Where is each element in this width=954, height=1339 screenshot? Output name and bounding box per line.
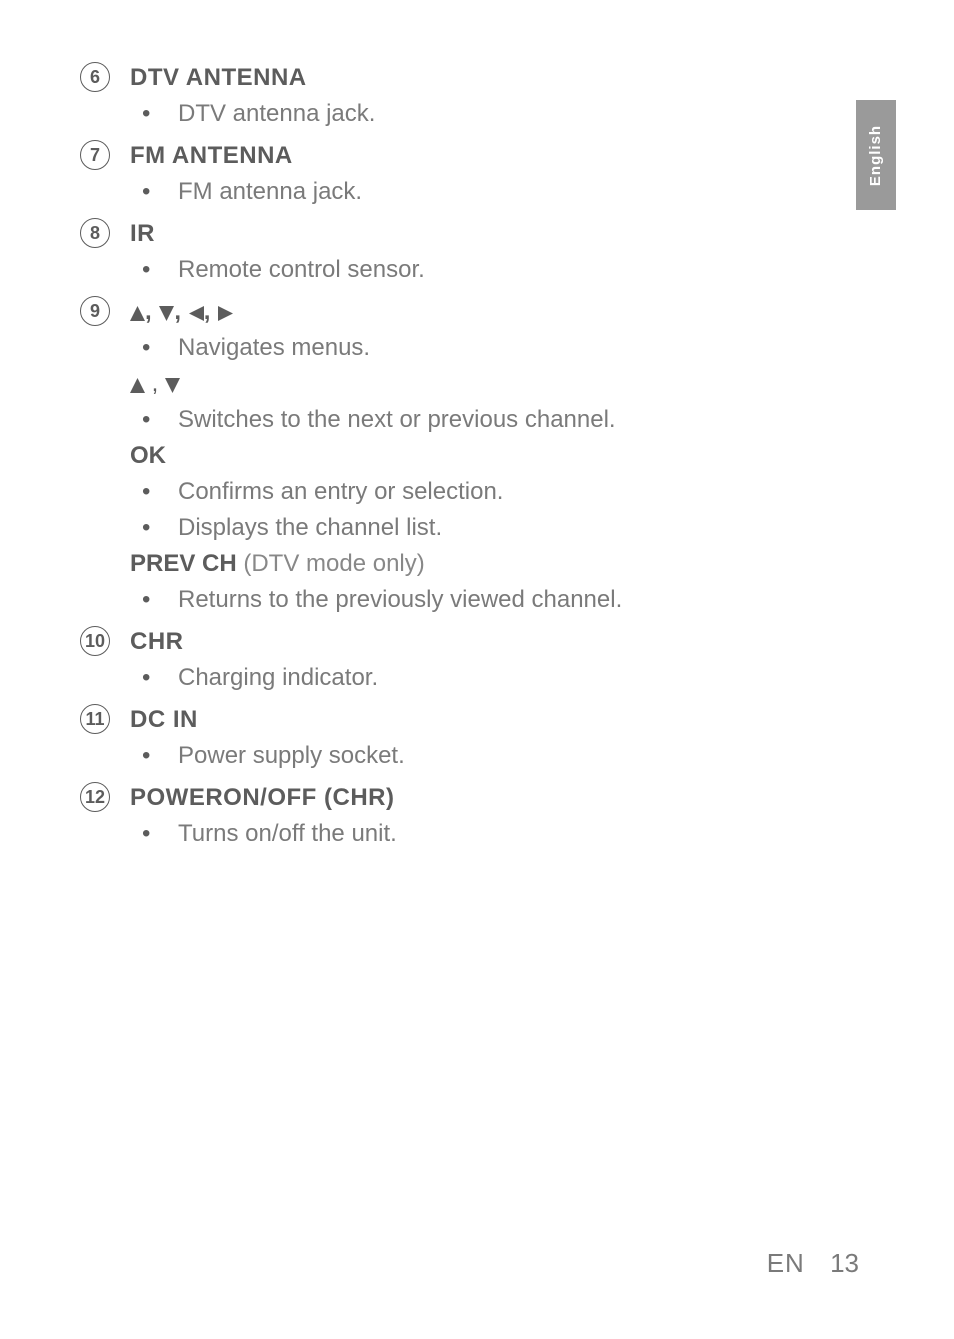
bullet-dot-icon: • [130,816,178,852]
list-item: 8 IR•Remote control sensor. [80,216,874,288]
item-number-badge: 11 [80,704,110,734]
bullet-row: •DTV antenna jack. [130,96,874,132]
bullet-text: Switches to the next or previous channel… [178,402,874,438]
arrow-d-icon [159,298,174,325]
bullet-text: DTV antenna jack. [178,96,874,132]
bullet-dot-icon: • [130,252,178,288]
bullet-text: Charging indicator. [178,660,874,696]
subheading-label: OK [130,442,166,469]
bullet-dot-icon: • [130,474,178,510]
list-item: 7 FM ANTENNA•FM antenna jack. [80,138,874,210]
item-body: CHR•Charging indicator. [130,624,874,696]
footer-lang: EN [767,1248,805,1278]
item-heading: , , , [130,294,874,330]
list-item: 6 DTV ANTENNA•DTV antenna jack. [80,60,874,132]
arrow-d-icon [165,370,180,397]
item-subheading: OK [130,438,874,474]
list-item: 10 CHR•Charging indicator. [80,624,874,696]
bullet-text: Navigates menus. [178,330,874,366]
item-number-badge: 12 [80,782,110,812]
item-heading: CHR [130,624,874,660]
bullet-dot-icon: • [130,738,178,774]
bullet-dot-icon: • [130,402,178,438]
item-subheading: , [130,366,874,402]
bullet-row: •Charging indicator. [130,660,874,696]
item-number-badge: 7 [80,140,110,170]
bullet-text: Confirms an entry or selection. [178,474,874,510]
list-item: 12 POWERON/OFF (CHR)•Turns on/off the uni… [80,780,874,852]
bullet-row: •Navigates menus. [130,330,874,366]
bullet-row: •FM antenna jack. [130,174,874,210]
page-footer: EN 13 [767,1248,859,1279]
bullet-row: •Switches to the next or previous channe… [130,402,874,438]
list-item: 11 DC IN•Power supply socket. [80,702,874,774]
arrow-u-icon [130,298,145,325]
bullet-dot-icon: • [130,174,178,210]
item-heading: DTV ANTENNA [130,60,874,96]
arrow-u-icon [130,370,145,397]
bullet-row: •Returns to the previously viewed channe… [130,582,874,618]
bullet-dot-icon: • [130,330,178,366]
item-body: DTV ANTENNA•DTV antenna jack. [130,60,874,132]
language-tab: English [856,100,896,210]
item-body: , , , •Navigates menus. , •Switches to t… [130,294,874,618]
item-heading: POWERON/OFF (CHR) [130,780,874,816]
item-body: DC IN•Power supply socket. [130,702,874,774]
subheading-note: (DTV mode only) [237,550,425,577]
bullet-row: •Remote control sensor. [130,252,874,288]
item-number-badge: 6 [80,62,110,92]
subheading-label: PREV CH [130,550,237,577]
item-body: IR•Remote control sensor. [130,216,874,288]
item-heading: FM ANTENNA [130,138,874,174]
arrow-r-icon [218,298,233,325]
list-item: 9, , , •Navigates menus. , •Switches to … [80,294,874,618]
bullet-text: FM antenna jack. [178,174,874,210]
item-number-badge: 9 [80,296,110,326]
bullet-row: •Turns on/off the unit. [130,816,874,852]
bullet-row: •Confirms an entry or selection. [130,474,874,510]
bullet-dot-icon: • [130,582,178,618]
bullet-text: Displays the channel list. [178,510,874,546]
bullet-text: Turns on/off the unit. [178,816,874,852]
arrow-l-icon [189,298,204,325]
bullet-text: Returns to the previously viewed channel… [178,582,874,618]
bullet-dot-icon: • [130,660,178,696]
bullet-text: Power supply socket. [178,738,874,774]
content-list: 6DTV ANTENNA•DTV antenna jack.7FM ANTENN… [0,0,954,852]
bullet-dot-icon: • [130,96,178,132]
item-number-badge: 8 [80,218,110,248]
item-heading: DC IN [130,702,874,738]
bullet-row: •Displays the channel list. [130,510,874,546]
item-number-badge: 10 [80,626,110,656]
bullet-text: Remote control sensor. [178,252,874,288]
item-body: FM ANTENNA•FM antenna jack. [130,138,874,210]
bullet-dot-icon: • [130,510,178,546]
footer-page-number: 13 [830,1248,859,1278]
item-heading: IR [130,216,874,252]
language-tab-label: English [868,124,885,185]
item-body: POWERON/OFF (CHR)•Turns on/off the unit. [130,780,874,852]
item-subheading: PREV CH (DTV mode only) [130,546,874,582]
bullet-row: •Power supply socket. [130,738,874,774]
